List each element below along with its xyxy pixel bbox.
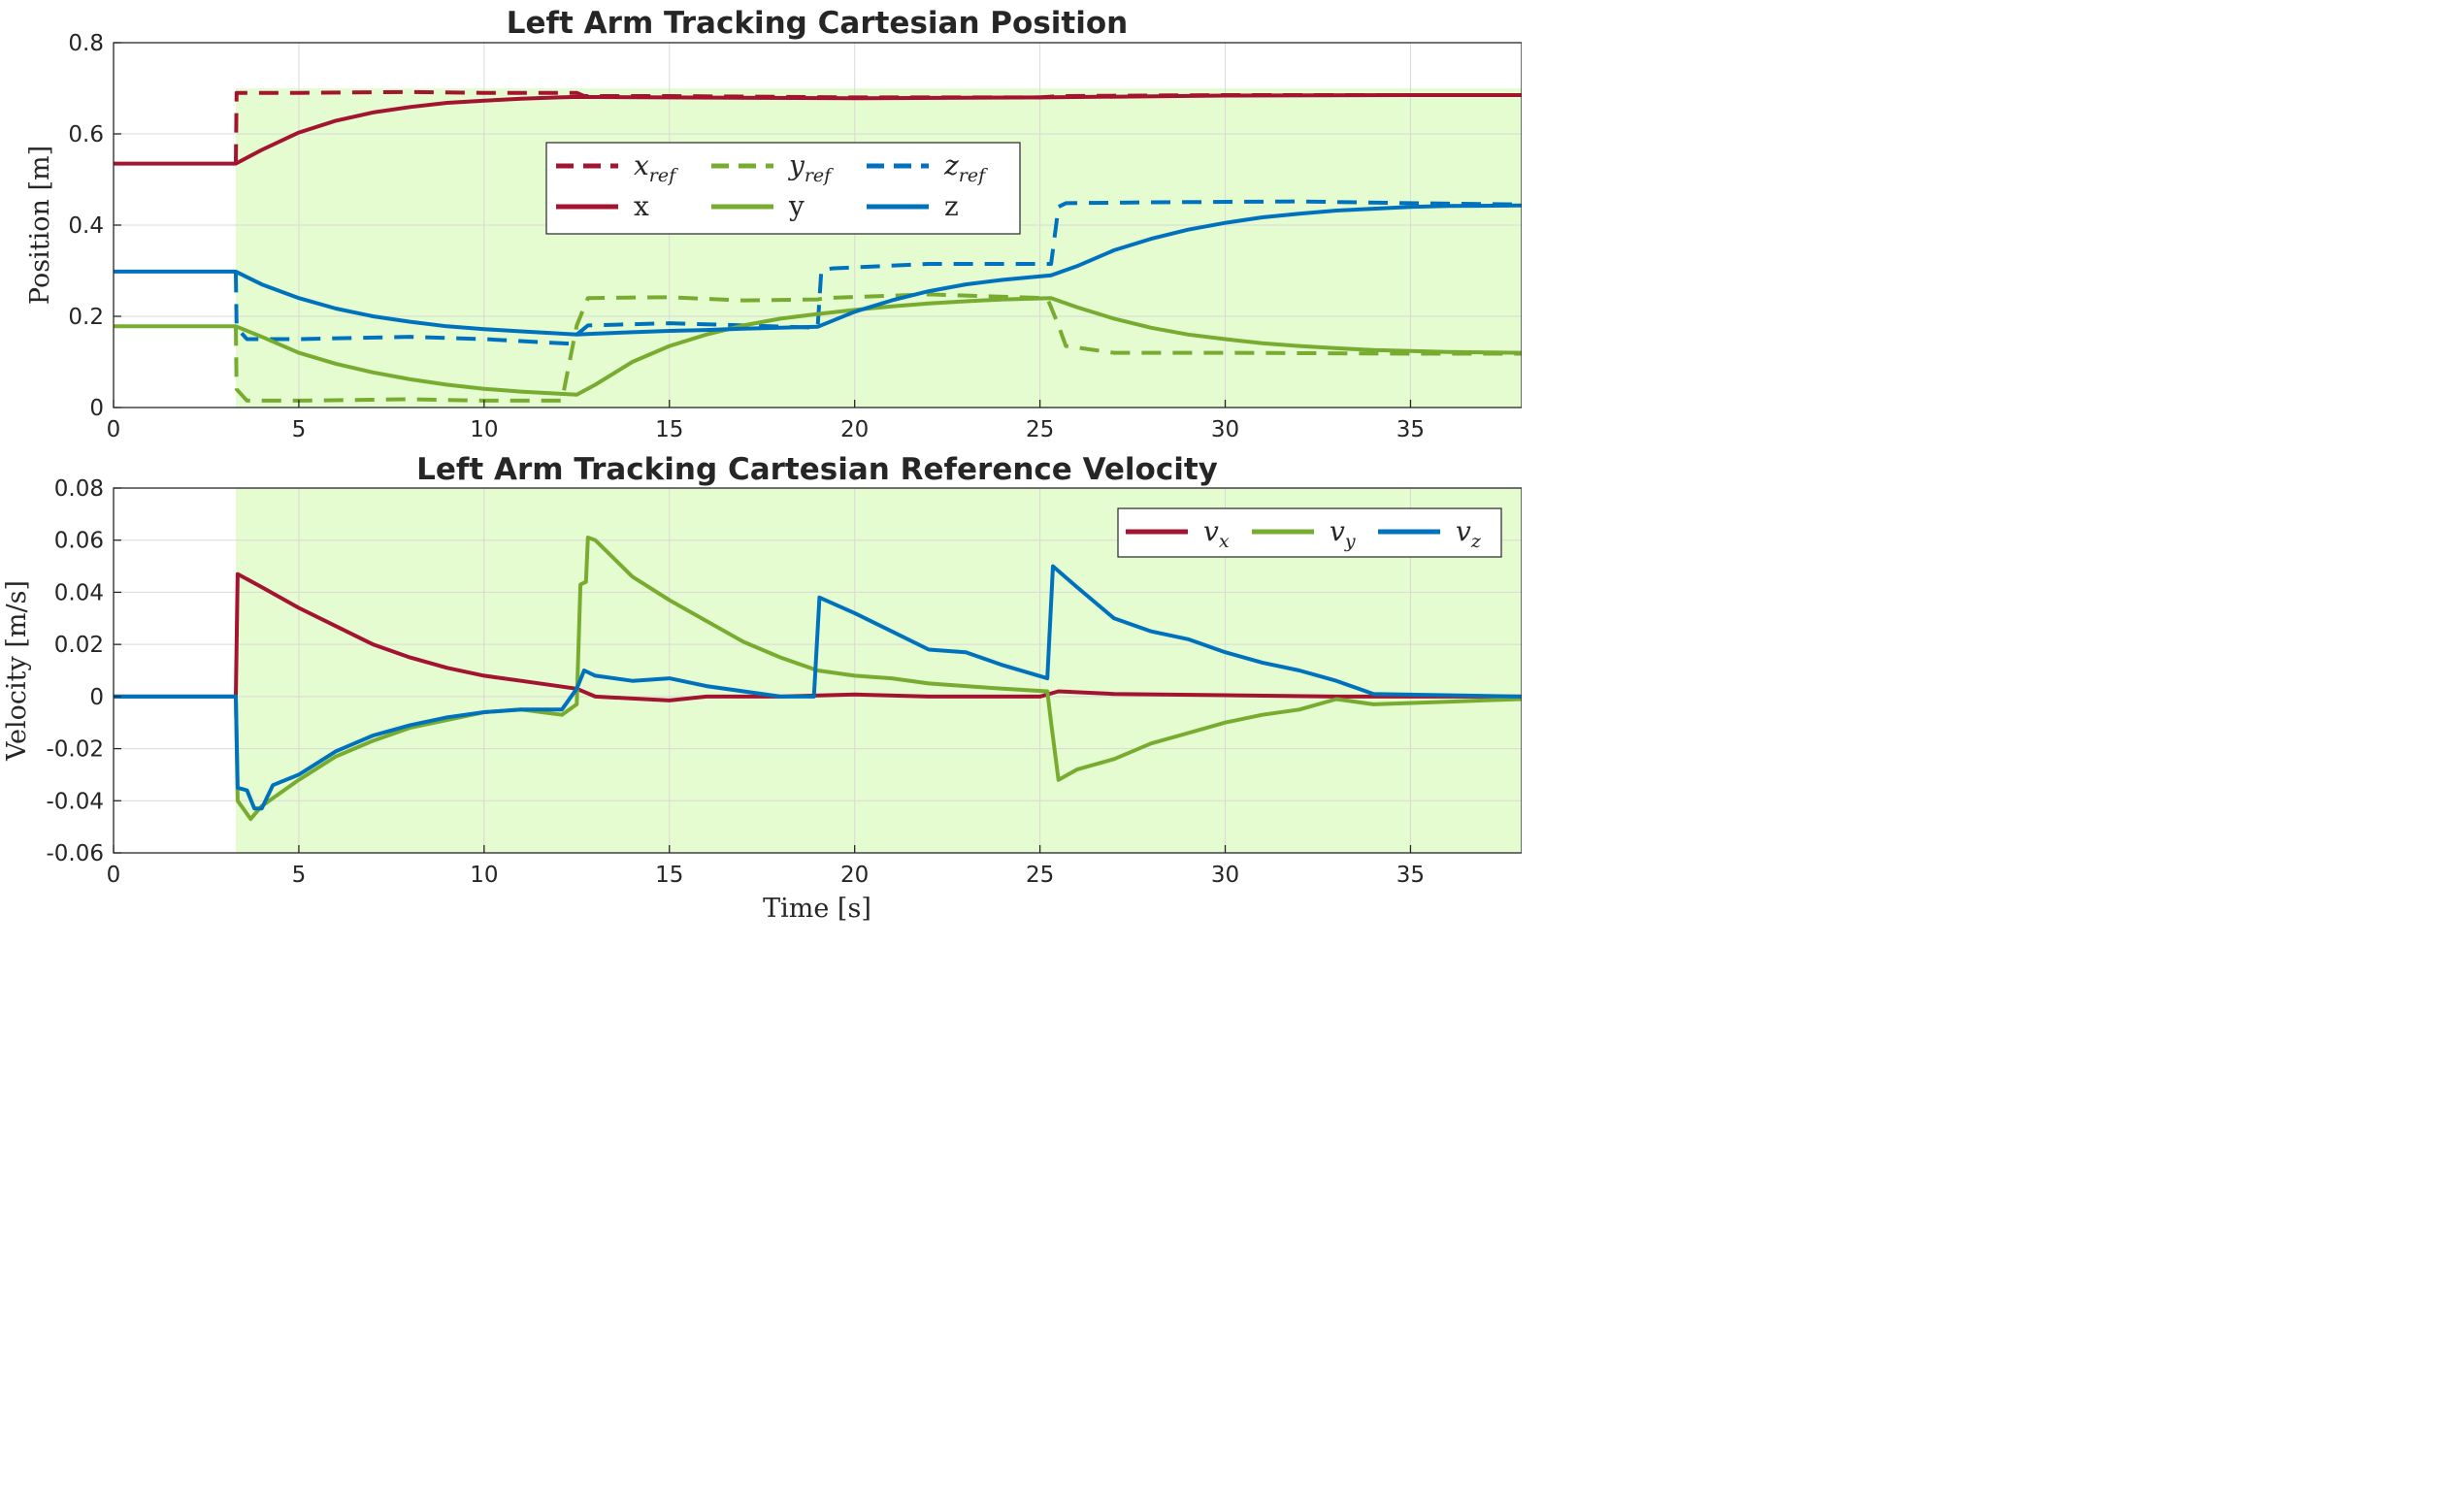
velocity-x-tick-label: 25 (1026, 863, 1054, 888)
position-y-tick-label: 0.4 (68, 213, 104, 239)
position-x-tick-label: 20 (840, 417, 869, 442)
velocity-axes-frame (113, 487, 1522, 854)
velocity-y-tick-label: -0.04 (46, 789, 104, 814)
velocity-x-tick-label: 0 (107, 863, 121, 888)
position-x-tick-label: 35 (1396, 417, 1425, 442)
figure: Left Arm Tracking Cartesian Position Pos… (2, 6, 1522, 924)
velocity-y-axis-label: Velocity [m/s] (2, 580, 32, 762)
velocity-legend: vx vy vz (1117, 507, 1502, 558)
series-line-z (114, 203, 1522, 337)
series-line-vy (114, 536, 1522, 822)
series-line-y (114, 296, 1522, 397)
position-legend: xref yref zref x y z (545, 142, 1021, 235)
velocity-y-tick-label: 0.08 (54, 476, 104, 502)
position-y-axis-label: Position [m] (25, 146, 55, 305)
legend-label-y_ref: yref (787, 149, 834, 186)
velocity-x-tick-label: 10 (470, 863, 498, 888)
series-line-vx (114, 571, 1522, 702)
position-legend-box (545, 142, 1021, 235)
series-line-y_ref (234, 292, 1522, 403)
legend-label-x_ref: xref (634, 149, 678, 186)
velocity-y-tick-label: 0.02 (54, 633, 104, 658)
position-x-tick-label: 0 (107, 417, 121, 442)
velocity-x-tick-label: 20 (840, 863, 869, 888)
velocity-y-tick-label: 0.06 (54, 529, 104, 554)
position-x-tick-label: 10 (470, 417, 498, 442)
series-line-x (114, 93, 1522, 166)
position-active-region (236, 88, 1522, 408)
legend-label-vy: vy (1330, 515, 1356, 552)
velocity-y-tick-label: -0.02 (46, 737, 104, 763)
legend-label-y: y (788, 190, 805, 222)
velocity-x-tick-label: 15 (655, 863, 683, 888)
position-y-tick-label: 0 (89, 396, 104, 421)
velocity-x-tick-label: 5 (292, 863, 307, 888)
position-chart-title: Left Arm Tracking Cartesian Position (507, 6, 1128, 41)
velocity-y-tick-label: -0.06 (46, 841, 104, 866)
velocity-y-tick-label: 0 (89, 685, 104, 710)
position-x-tick-label: 5 (292, 417, 307, 442)
position-x-tick-label: 15 (655, 417, 683, 442)
legend-label-z: z (944, 190, 959, 222)
position-chart: Left Arm Tracking Cartesian Position Pos… (25, 6, 1522, 442)
position-x-tick-label: 25 (1026, 417, 1054, 442)
velocity-x-tick-label: 30 (1211, 863, 1239, 888)
velocity-chart: Left Arm Tracking Cartesian Reference Ve… (2, 452, 1522, 924)
position-y-tick-label: 0.2 (68, 305, 104, 330)
velocity-x-tick-label: 35 (1396, 863, 1425, 888)
position-y-tick-label: 0.8 (68, 31, 104, 56)
legend-label-vz: vz (1456, 515, 1482, 552)
series-line-vz (114, 564, 1522, 811)
velocity-chart-title: Left Arm Tracking Cartesian Reference Ve… (416, 452, 1218, 487)
velocity-y-tick-label: 0.04 (54, 580, 104, 605)
position-y-tick-label: 0.6 (68, 122, 104, 147)
position-x-tick-label: 30 (1211, 417, 1239, 442)
legend-label-vx: vx (1203, 515, 1230, 552)
legend-label-x: x (634, 190, 649, 222)
velocity-x-axis-label: Time [s] (763, 894, 871, 924)
legend-label-z_ref: zref (943, 149, 988, 186)
